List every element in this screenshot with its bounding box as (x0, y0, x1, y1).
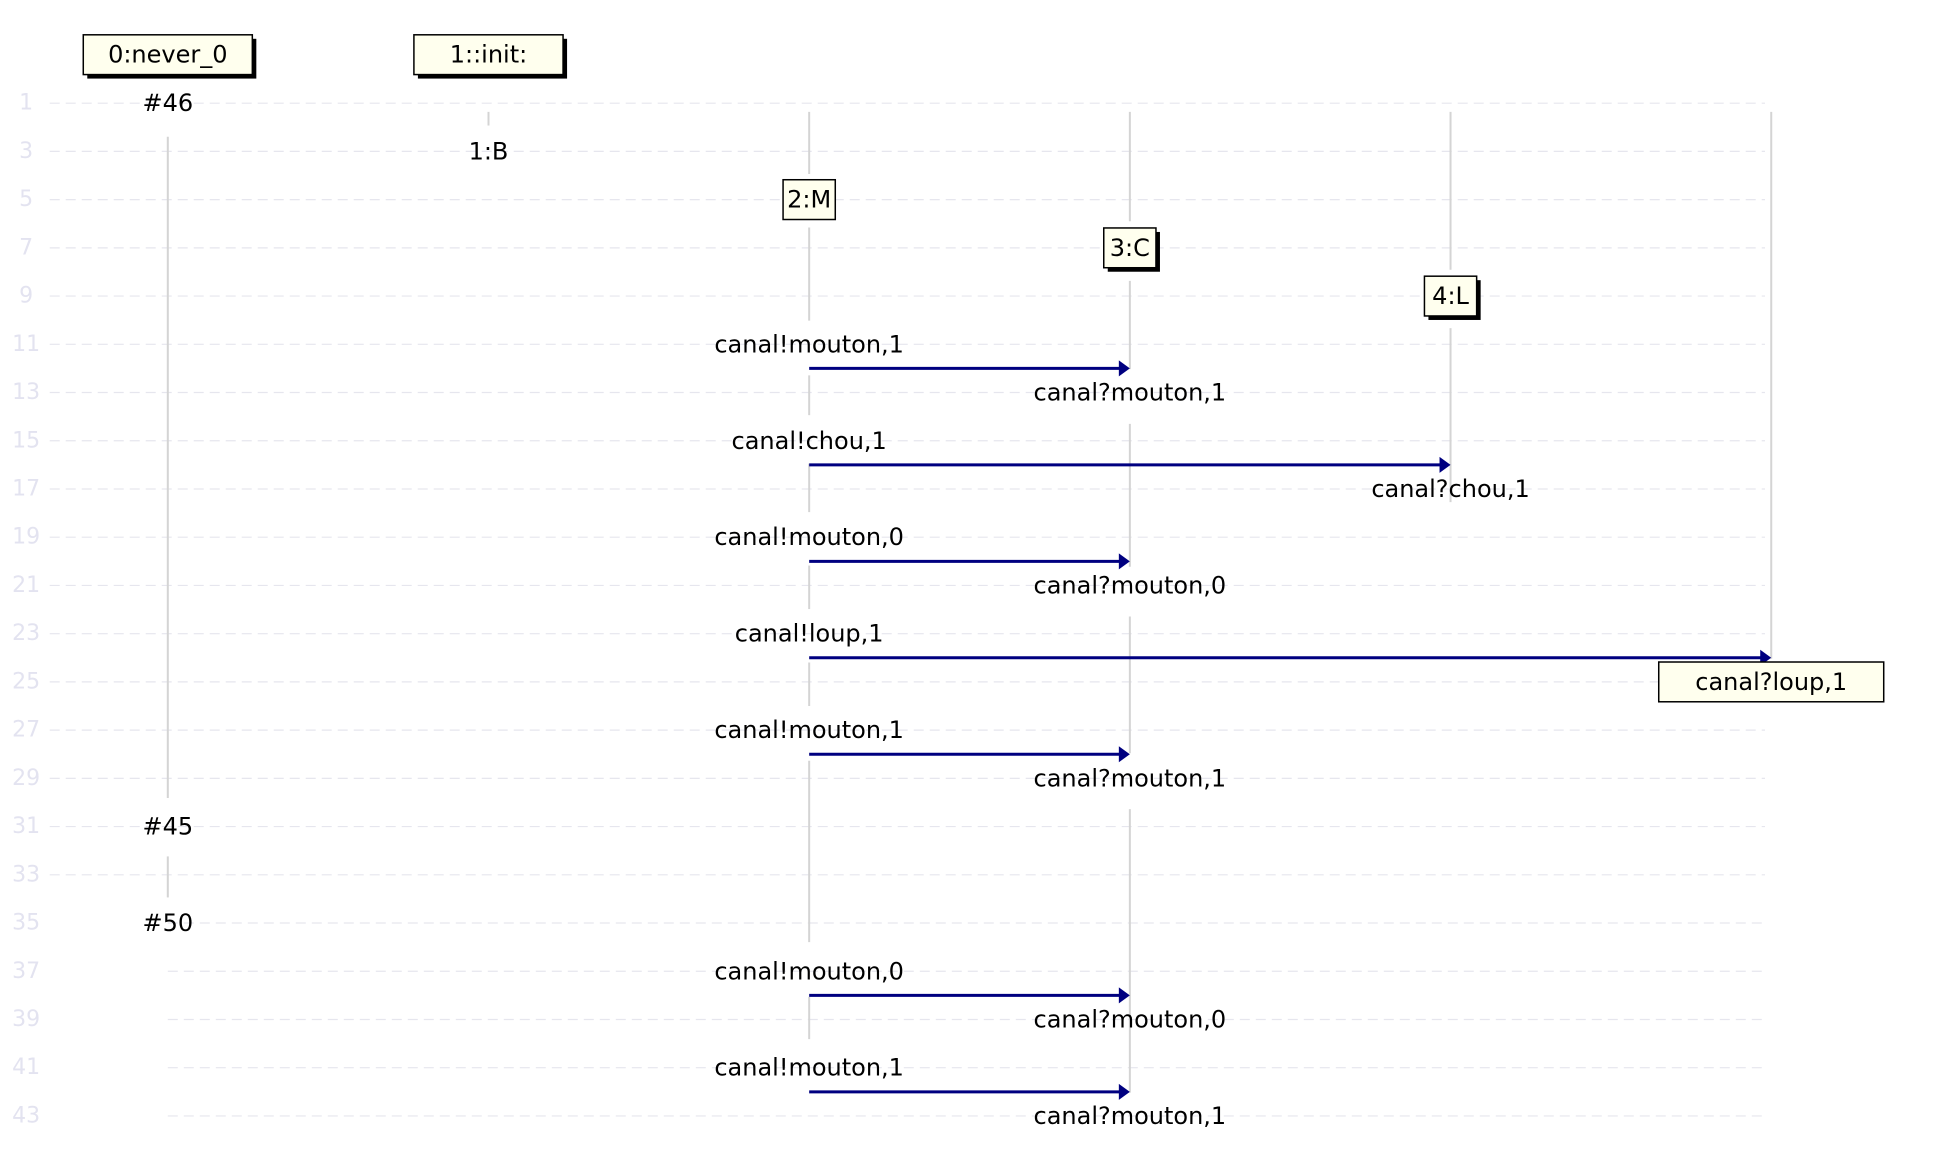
send-label: canal!mouton,1 (714, 716, 904, 744)
state-label: #46 (142, 89, 193, 117)
recv-label: canal?mouton,0 (1034, 571, 1227, 599)
row-number: 33 (12, 862, 40, 887)
arrowhead (1118, 746, 1130, 763)
send-label: canal!mouton,1 (714, 330, 904, 358)
send-label: canal!chou,1 (732, 427, 887, 455)
row-number: 39 (12, 1007, 40, 1032)
row-number: 27 (12, 718, 40, 743)
row-number: 3 (19, 139, 33, 164)
recv-label: canal?chou,1 (1371, 475, 1529, 503)
process-label-b: 1:B (469, 137, 509, 165)
arrowhead (1118, 360, 1130, 377)
recv-box-label: canal?loup,1 (1695, 668, 1847, 696)
row-number: 5 (19, 187, 33, 212)
row-number: 11 (12, 332, 40, 357)
process-box-c-frame (1103, 227, 1157, 269)
process-box-m-frame (782, 178, 837, 221)
row-number: 31 (12, 814, 40, 839)
row-number: 23 (12, 621, 40, 646)
row-number: 21 (12, 573, 40, 598)
send-label: canal!mouton,0 (714, 957, 904, 985)
arrowhead (1118, 1083, 1130, 1100)
row-number: 7 (19, 235, 33, 260)
row-number: 41 (12, 1055, 40, 1080)
row-number: 29 (12, 766, 40, 791)
recv-box-frame (1657, 661, 1885, 703)
send-label: canal!mouton,1 (714, 1054, 904, 1082)
row-number: 15 (12, 428, 40, 453)
state-label: #45 (142, 813, 193, 841)
send-label: canal!mouton,0 (714, 523, 904, 551)
row-number: 17 (12, 476, 40, 501)
recv-label: canal?mouton,1 (1034, 764, 1227, 792)
process-box-l-frame (1423, 275, 1478, 317)
send-label: canal!loup,1 (735, 620, 884, 648)
row-number: 9 (19, 284, 33, 309)
state-label: #50 (142, 909, 193, 937)
row-number: 25 (12, 669, 40, 694)
row-number: 1 (19, 91, 33, 116)
arrowhead (1118, 553, 1130, 570)
row-number: 13 (12, 380, 40, 405)
row-number: 43 (12, 1103, 40, 1128)
recv-label: canal?mouton,1 (1034, 1102, 1227, 1130)
row-number: 37 (12, 959, 40, 984)
recv-label: canal?mouton,0 (1034, 1005, 1227, 1033)
recv-label: canal?mouton,1 (1034, 379, 1227, 407)
row-number: 35 (12, 911, 40, 936)
process-box-l-label: 4:L (1432, 282, 1469, 310)
header-never-frame (82, 34, 254, 76)
process-box-c-label: 3:C (1110, 234, 1150, 262)
process-box-m-label: 2:M (787, 186, 831, 214)
arrowhead (1439, 456, 1451, 473)
header-init-frame (413, 34, 564, 76)
header-init-label: 1::init: (450, 41, 527, 69)
arrowhead (1118, 987, 1130, 1004)
row-number: 19 (12, 525, 40, 550)
header-never-label: 0:never_0 (108, 41, 227, 69)
